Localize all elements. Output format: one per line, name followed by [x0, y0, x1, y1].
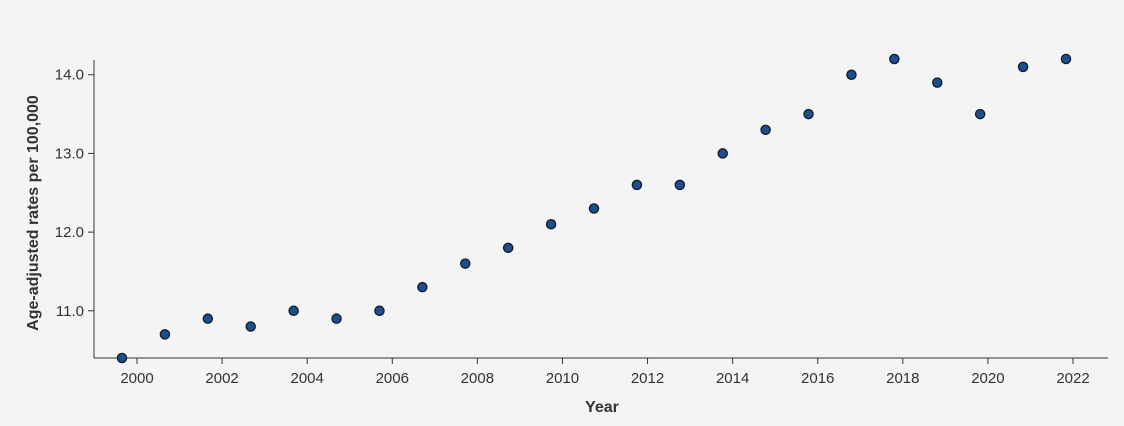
- y-axis-title: Age-adjusted rates per 100,000: [25, 95, 42, 331]
- data-point: [116, 352, 128, 364]
- data-point: [159, 329, 171, 340]
- data-point: [417, 281, 428, 293]
- x-tick-label: 2000: [120, 370, 153, 387]
- data-point: [974, 108, 986, 120]
- data-point: [245, 321, 256, 332]
- x-tick-label: 2002: [205, 370, 238, 387]
- y-tick-label: 11.0: [56, 303, 84, 320]
- data-point: [1060, 53, 1072, 65]
- data-point: [502, 242, 514, 254]
- x-tick-label: 2016: [801, 370, 834, 387]
- data-point: [674, 179, 686, 191]
- data-point: [717, 148, 728, 159]
- data-point: [932, 77, 943, 88]
- x-tick-label: 2008: [461, 370, 494, 387]
- data-point: [846, 69, 857, 80]
- y-tick-label: 12.0: [55, 224, 84, 241]
- data-point: [588, 203, 600, 214]
- data-point: [202, 313, 214, 324]
- x-tick-label: 2014: [716, 370, 749, 387]
- data-point: [460, 258, 471, 269]
- x-tick-label: 2012: [631, 370, 664, 387]
- x-tick-label: 2010: [546, 370, 579, 387]
- y-tick-label: 13.0: [55, 145, 84, 162]
- data-point: [631, 179, 643, 191]
- x-tick-label: 2018: [886, 370, 919, 387]
- data-point: [889, 53, 900, 65]
- x-axis-title: Year: [585, 399, 619, 416]
- data-point: [1017, 61, 1029, 73]
- x-tick-label: 2020: [971, 370, 1004, 387]
- y-axis: 11.0 12.0 13.0 14.0: [55, 60, 95, 358]
- data-point: [545, 218, 557, 230]
- data-point: [760, 124, 771, 136]
- y-tick-label: 14.0: [55, 67, 84, 84]
- x-tick-label: 2006: [376, 370, 409, 387]
- data-points: [116, 53, 1072, 364]
- data-point: [803, 108, 814, 120]
- x-axis: 2000 2002 2004 2006 2008 2010 2012 2014 2016 2018…: [94, 357, 1108, 387]
- x-tick-label: 2022: [1056, 370, 1089, 387]
- data-point: [288, 305, 299, 317]
- x-tick-label: 2004: [290, 370, 323, 387]
- data-point: [374, 305, 385, 317]
- data-point: [331, 313, 342, 324]
